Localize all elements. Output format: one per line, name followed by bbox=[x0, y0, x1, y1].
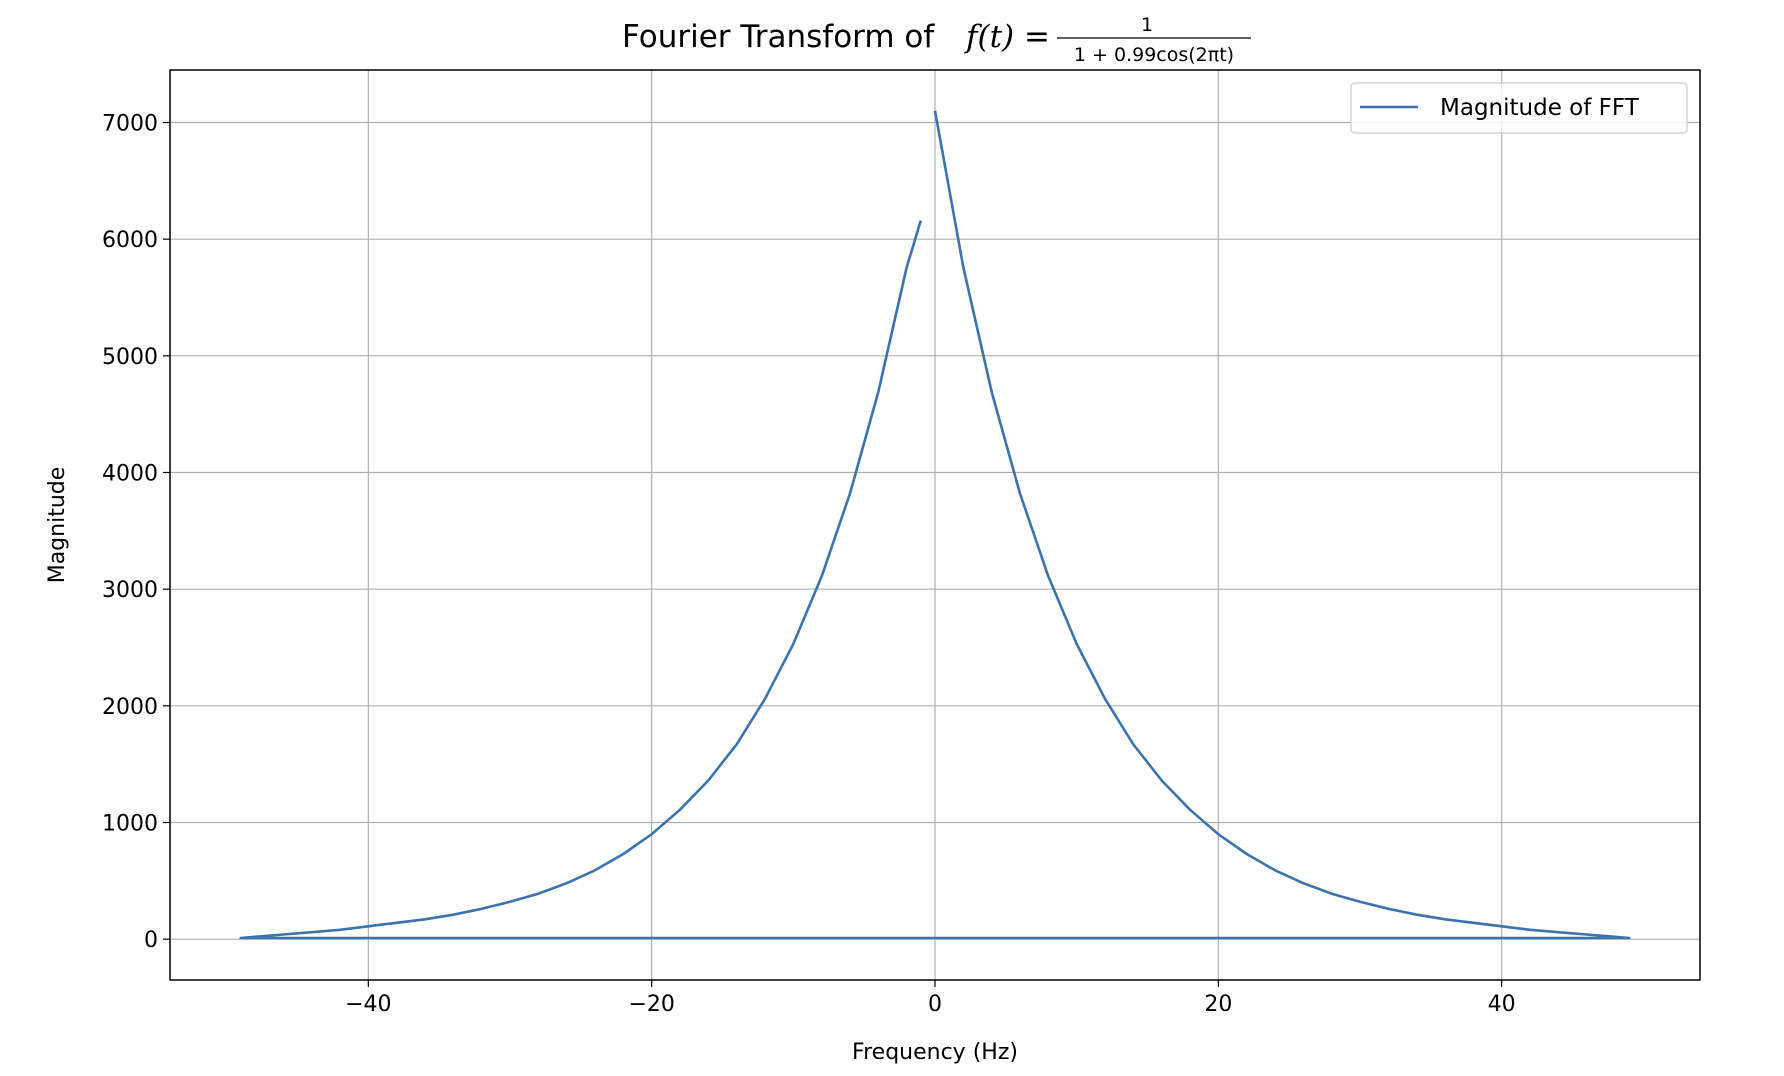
title-prefix: Fourier Transform of bbox=[622, 19, 944, 55]
x-tick-label: −20 bbox=[628, 992, 674, 1017]
x-tick-label: 20 bbox=[1204, 992, 1232, 1017]
legend-label: Magnitude of FFT bbox=[1440, 95, 1640, 121]
y-tick-label: 2000 bbox=[102, 695, 158, 720]
x-axis-label: Frequency (Hz) bbox=[852, 1040, 1018, 1065]
chart-title: Fourier Transform of f(t) = 1 1 + 0.99co… bbox=[622, 14, 1251, 66]
title-equals: = bbox=[1024, 19, 1050, 55]
title-denominator: 1 + 0.99cos(2πt) bbox=[1074, 44, 1234, 66]
y-tick-label: 6000 bbox=[102, 228, 158, 253]
y-tick-label: 4000 bbox=[102, 462, 158, 487]
y-tick-label: 5000 bbox=[102, 345, 158, 370]
ticks: −40 −20 0 20 40 0 1000 2000 3000 4000 5000 6000 7000 bbox=[102, 112, 1516, 1018]
y-tick-label: 1000 bbox=[102, 812, 158, 837]
title-function: f(t) bbox=[964, 19, 1014, 55]
y-tick-label: 3000 bbox=[102, 578, 158, 603]
y-axis-label: Magnitude bbox=[45, 467, 70, 584]
series bbox=[239, 110, 1631, 940]
plot-frame bbox=[169, 69, 1701, 981]
legend-box bbox=[1350, 82, 1688, 134]
series-line bbox=[239, 110, 1631, 940]
y-tick-label: 7000 bbox=[102, 112, 158, 137]
x-tick-label: 0 bbox=[928, 992, 942, 1017]
x-tick-label: −40 bbox=[345, 992, 391, 1017]
title-numerator: 1 bbox=[1141, 14, 1153, 36]
y-tick-label: 0 bbox=[144, 928, 158, 953]
legend: Magnitude of FFT bbox=[1350, 82, 1688, 134]
x-tick-label: 40 bbox=[1488, 992, 1516, 1017]
